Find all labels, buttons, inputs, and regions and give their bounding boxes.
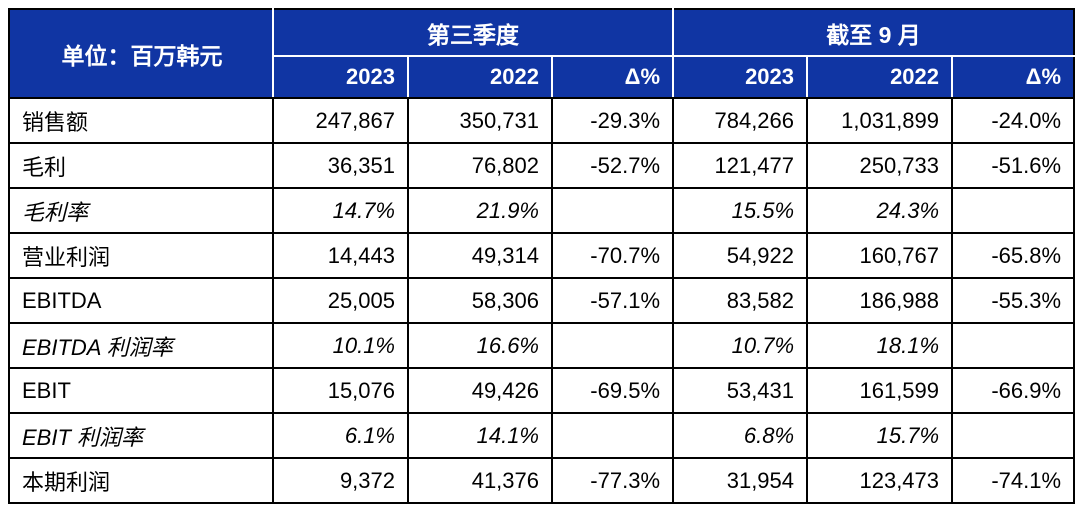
row-label: 销售额 [8, 97, 274, 144]
row-label: 营业利润 [8, 232, 274, 279]
row-label: EBIT 利润率 [8, 412, 274, 459]
value-cell: 18.1% [806, 322, 954, 369]
column-header-q3-delta: Δ% [550, 55, 675, 99]
value-cell: 161,599 [806, 367, 954, 414]
value-cell: 49,314 [407, 232, 553, 279]
value-cell: 53,431 [672, 367, 809, 414]
value-cell: 36,351 [272, 142, 409, 189]
value-cell: -52.7% [550, 142, 675, 189]
value-cell: 31,954 [672, 457, 809, 504]
table-row-ebit-margin: EBIT 利润率 6.1% 14.1% 6.8% 15.7% [8, 412, 1076, 459]
value-cell: 54,922 [672, 232, 809, 279]
value-cell: 160,767 [806, 232, 954, 279]
value-cell: 247,867 [272, 97, 409, 144]
value-cell: 49,426 [407, 367, 553, 414]
header-sub-row: 2023 2022 Δ% 2023 2022 Δ% [9, 55, 1076, 99]
unit-label: 单位：百万韩元 [8, 8, 274, 99]
value-cell: 6.8% [672, 412, 809, 459]
value-cell: 1,031,899 [806, 97, 954, 144]
table-row-gross-profit: 毛利 36,351 76,802 -52.7% 121,477 250,733 … [8, 142, 1076, 189]
header-group-row: 单位：百万韩元 第三季度 截至 9 月 [8, 8, 1076, 99]
value-cell: 121,477 [672, 142, 809, 189]
value-cell: 21.9% [407, 187, 553, 234]
row-label: 本期利润 [8, 457, 274, 504]
value-cell [550, 187, 675, 234]
row-label: 毛利率 [8, 187, 274, 234]
value-cell: 14.7% [272, 187, 409, 234]
value-cell: 350,731 [407, 97, 553, 144]
column-header-q3-2022: 2022 [407, 55, 553, 99]
row-label: EBIT [8, 367, 274, 414]
value-cell: 123,473 [806, 457, 954, 504]
value-cell: 25,005 [272, 277, 409, 324]
column-group-q3: 第三季度 [271, 8, 675, 57]
value-cell: -70.7% [550, 232, 675, 279]
table-row-operating-profit: 营业利润 14,443 49,314 -70.7% 54,922 160,767… [8, 232, 1076, 279]
value-cell: 83,582 [672, 277, 809, 324]
column-header-ytd-2023: 2023 [672, 55, 809, 99]
value-cell: -69.5% [550, 367, 675, 414]
value-cell [550, 322, 675, 369]
table-row-ebitda: EBITDA 25,005 58,306 -57.1% 83,582 186,9… [8, 277, 1076, 324]
value-cell: 16.6% [407, 322, 553, 369]
value-cell: 24.3% [806, 187, 954, 234]
table-row-ebitda-margin: EBITDA 利润率 10.1% 16.6% 10.7% 18.1% [8, 322, 1076, 369]
column-header-q3-2023: 2023 [272, 55, 409, 99]
value-cell: 186,988 [806, 277, 954, 324]
value-cell: -74.1% [951, 457, 1076, 504]
column-header-ytd-delta: Δ% [951, 55, 1076, 99]
value-cell: -65.8% [951, 232, 1076, 279]
value-cell: -24.0% [951, 97, 1076, 144]
value-cell: 784,266 [672, 97, 809, 144]
value-cell: 15.7% [806, 412, 954, 459]
table-row-net-profit: 本期利润 9,372 41,376 -77.3% 31,954 123,473 … [8, 457, 1076, 504]
table-row-gross-margin: 毛利率 14.7% 21.9% 15.5% 24.3% [8, 187, 1076, 234]
row-label: EBITDA [8, 277, 274, 324]
value-cell: 6.1% [272, 412, 409, 459]
value-cell: 10.7% [672, 322, 809, 369]
value-cell: -29.3% [550, 97, 675, 144]
value-cell: 15,076 [272, 367, 409, 414]
value-cell: -51.6% [951, 142, 1076, 189]
value-cell: -66.9% [951, 367, 1076, 414]
value-cell: 14,443 [272, 232, 409, 279]
table-body: 销售额 247,867 350,731 -29.3% 784,266 1,031… [8, 97, 1076, 504]
value-cell: 76,802 [407, 142, 553, 189]
row-label: 毛利 [8, 142, 274, 189]
value-cell: -57.1% [550, 277, 675, 324]
table-row-sales: 销售额 247,867 350,731 -29.3% 784,266 1,031… [8, 97, 1076, 144]
financial-results-table: 单位：百万韩元 第三季度 截至 9 月 2023 2022 Δ% 2023 20… [8, 8, 1076, 504]
value-cell [951, 187, 1076, 234]
column-header-ytd-2022: 2022 [806, 55, 954, 99]
value-cell: -77.3% [550, 457, 675, 504]
value-cell: -55.3% [951, 277, 1076, 324]
value-cell: 58,306 [407, 277, 553, 324]
table-header: 单位：百万韩元 第三季度 截至 9 月 2023 2022 Δ% 2023 20… [8, 8, 1076, 99]
table-row-ebit: EBIT 15,076 49,426 -69.5% 53,431 161,599… [8, 367, 1076, 414]
column-group-ytd-september: 截至 9 月 [672, 8, 1076, 57]
value-cell [951, 412, 1076, 459]
value-cell: 41,376 [407, 457, 553, 504]
value-cell: 9,372 [272, 457, 409, 504]
value-cell: 10.1% [272, 322, 409, 369]
value-cell [550, 412, 675, 459]
value-cell: 250,733 [806, 142, 954, 189]
row-label: EBITDA 利润率 [8, 322, 274, 369]
value-cell: 15.5% [672, 187, 809, 234]
value-cell: 14.1% [407, 412, 553, 459]
value-cell [951, 322, 1076, 369]
